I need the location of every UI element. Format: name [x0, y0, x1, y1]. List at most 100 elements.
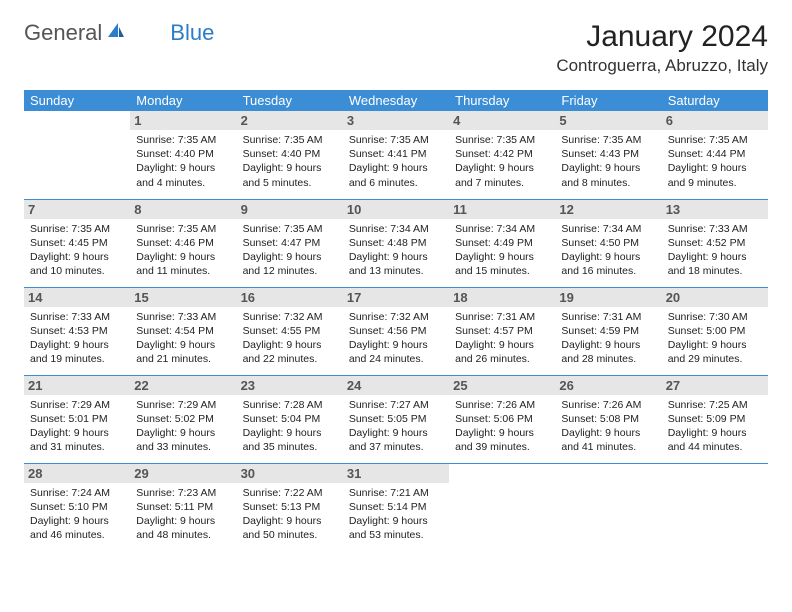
calendar-cell: 25Sunrise: 7:26 AMSunset: 5:06 PMDayligh…	[449, 375, 555, 463]
calendar-cell: 31Sunrise: 7:21 AMSunset: 5:14 PMDayligh…	[343, 463, 449, 551]
sunrise-line: Sunrise: 7:35 AM	[243, 222, 337, 236]
daylight-line-1: Daylight: 9 hours	[243, 426, 337, 440]
daylight-line-1: Daylight: 9 hours	[455, 338, 549, 352]
daylight-line-2: and 15 minutes.	[455, 264, 549, 278]
calendar-cell: 27Sunrise: 7:25 AMSunset: 5:09 PMDayligh…	[662, 375, 768, 463]
day-number: 10	[343, 200, 449, 219]
sunrise-line: Sunrise: 7:33 AM	[30, 310, 124, 324]
sunrise-line: Sunrise: 7:33 AM	[136, 310, 230, 324]
daylight-line-2: and 13 minutes.	[349, 264, 443, 278]
sunrise-line: Sunrise: 7:31 AM	[561, 310, 655, 324]
sunset-line: Sunset: 4:59 PM	[561, 324, 655, 338]
calendar-cell: 9Sunrise: 7:35 AMSunset: 4:47 PMDaylight…	[237, 199, 343, 287]
page-header: General Blue January 2024 Controguerra, …	[24, 20, 768, 76]
sunrise-line: Sunrise: 7:31 AM	[455, 310, 549, 324]
daylight-line-1: Daylight: 9 hours	[561, 250, 655, 264]
daylight-line-1: Daylight: 9 hours	[136, 250, 230, 264]
daylight-line-1: Daylight: 9 hours	[561, 161, 655, 175]
sunrise-line: Sunrise: 7:23 AM	[136, 486, 230, 500]
day-number: 5	[555, 111, 661, 130]
daylight-line-1: Daylight: 9 hours	[668, 250, 762, 264]
daylight-line-2: and 29 minutes.	[668, 352, 762, 366]
daylight-line-1: Daylight: 9 hours	[455, 426, 549, 440]
daylight-line-1: Daylight: 9 hours	[561, 426, 655, 440]
sunrise-line: Sunrise: 7:26 AM	[455, 398, 549, 412]
daylight-line-2: and 4 minutes.	[136, 176, 230, 190]
daylight-line-1: Daylight: 9 hours	[30, 426, 124, 440]
title-block: January 2024 Controguerra, Abruzzo, Ital…	[556, 20, 768, 76]
daylight-line-2: and 16 minutes.	[561, 264, 655, 278]
daylight-line-1: Daylight: 9 hours	[668, 426, 762, 440]
daylight-line-2: and 22 minutes.	[243, 352, 337, 366]
sunrise-line: Sunrise: 7:35 AM	[668, 133, 762, 147]
dow-header: Saturday	[662, 90, 768, 111]
daylight-line-1: Daylight: 9 hours	[668, 161, 762, 175]
sunset-line: Sunset: 4:52 PM	[668, 236, 762, 250]
daylight-line-1: Daylight: 9 hours	[561, 338, 655, 352]
daylight-line-2: and 10 minutes.	[30, 264, 124, 278]
sunset-line: Sunset: 5:14 PM	[349, 500, 443, 514]
sunset-line: Sunset: 5:09 PM	[668, 412, 762, 426]
sunrise-line: Sunrise: 7:27 AM	[349, 398, 443, 412]
calendar-cell: 3Sunrise: 7:35 AMSunset: 4:41 PMDaylight…	[343, 111, 449, 199]
sunset-line: Sunset: 5:01 PM	[30, 412, 124, 426]
sunrise-line: Sunrise: 7:33 AM	[668, 222, 762, 236]
day-number: 15	[130, 288, 236, 307]
daylight-line-1: Daylight: 9 hours	[243, 161, 337, 175]
calendar-cell: 5Sunrise: 7:35 AMSunset: 4:43 PMDaylight…	[555, 111, 661, 199]
calendar-cell: 12Sunrise: 7:34 AMSunset: 4:50 PMDayligh…	[555, 199, 661, 287]
location-label: Controguerra, Abruzzo, Italy	[556, 56, 768, 76]
daylight-line-2: and 46 minutes.	[30, 528, 124, 542]
day-number: 18	[449, 288, 555, 307]
calendar-cell: 22Sunrise: 7:29 AMSunset: 5:02 PMDayligh…	[130, 375, 236, 463]
sunrise-line: Sunrise: 7:22 AM	[243, 486, 337, 500]
daylight-line-1: Daylight: 9 hours	[30, 250, 124, 264]
sunset-line: Sunset: 5:10 PM	[30, 500, 124, 514]
daylight-line-2: and 44 minutes.	[668, 440, 762, 454]
sunset-line: Sunset: 4:48 PM	[349, 236, 443, 250]
sunrise-line: Sunrise: 7:35 AM	[243, 133, 337, 147]
daylight-line-1: Daylight: 9 hours	[455, 161, 549, 175]
sunrise-line: Sunrise: 7:29 AM	[136, 398, 230, 412]
sunset-line: Sunset: 4:57 PM	[455, 324, 549, 338]
day-number: 14	[24, 288, 130, 307]
sunrise-line: Sunrise: 7:29 AM	[30, 398, 124, 412]
daylight-line-2: and 41 minutes.	[561, 440, 655, 454]
sunrise-line: Sunrise: 7:21 AM	[349, 486, 443, 500]
daylight-line-1: Daylight: 9 hours	[30, 338, 124, 352]
daylight-line-1: Daylight: 9 hours	[136, 338, 230, 352]
daylight-line-1: Daylight: 9 hours	[136, 426, 230, 440]
daylight-line-1: Daylight: 9 hours	[136, 161, 230, 175]
daylight-line-2: and 6 minutes.	[349, 176, 443, 190]
sunset-line: Sunset: 5:00 PM	[668, 324, 762, 338]
calendar-cell: 14Sunrise: 7:33 AMSunset: 4:53 PMDayligh…	[24, 287, 130, 375]
day-number: 2	[237, 111, 343, 130]
daylight-line-2: and 19 minutes.	[30, 352, 124, 366]
day-number: 8	[130, 200, 236, 219]
sunset-line: Sunset: 4:55 PM	[243, 324, 337, 338]
daylight-line-2: and 18 minutes.	[668, 264, 762, 278]
calendar-cell: 28Sunrise: 7:24 AMSunset: 5:10 PMDayligh…	[24, 463, 130, 551]
calendar-cell: .	[555, 463, 661, 551]
sunrise-line: Sunrise: 7:32 AM	[349, 310, 443, 324]
day-number: 16	[237, 288, 343, 307]
day-number: 26	[555, 376, 661, 395]
day-number: 27	[662, 376, 768, 395]
day-number: 6	[662, 111, 768, 130]
calendar-cell: 16Sunrise: 7:32 AMSunset: 4:55 PMDayligh…	[237, 287, 343, 375]
day-number: 23	[237, 376, 343, 395]
daylight-line-2: and 48 minutes.	[136, 528, 230, 542]
sunset-line: Sunset: 5:06 PM	[455, 412, 549, 426]
sunrise-line: Sunrise: 7:32 AM	[243, 310, 337, 324]
brand-logo: General Blue	[24, 20, 214, 46]
dow-header: Thursday	[449, 90, 555, 111]
calendar-cell: 17Sunrise: 7:32 AMSunset: 4:56 PMDayligh…	[343, 287, 449, 375]
daylight-line-2: and 5 minutes.	[243, 176, 337, 190]
calendar-week: 21Sunrise: 7:29 AMSunset: 5:01 PMDayligh…	[24, 375, 768, 463]
calendar-cell: .	[449, 463, 555, 551]
day-number: 24	[343, 376, 449, 395]
dow-header: Sunday	[24, 90, 130, 111]
daylight-line-1: Daylight: 9 hours	[349, 514, 443, 528]
sunset-line: Sunset: 4:56 PM	[349, 324, 443, 338]
sunrise-line: Sunrise: 7:35 AM	[349, 133, 443, 147]
